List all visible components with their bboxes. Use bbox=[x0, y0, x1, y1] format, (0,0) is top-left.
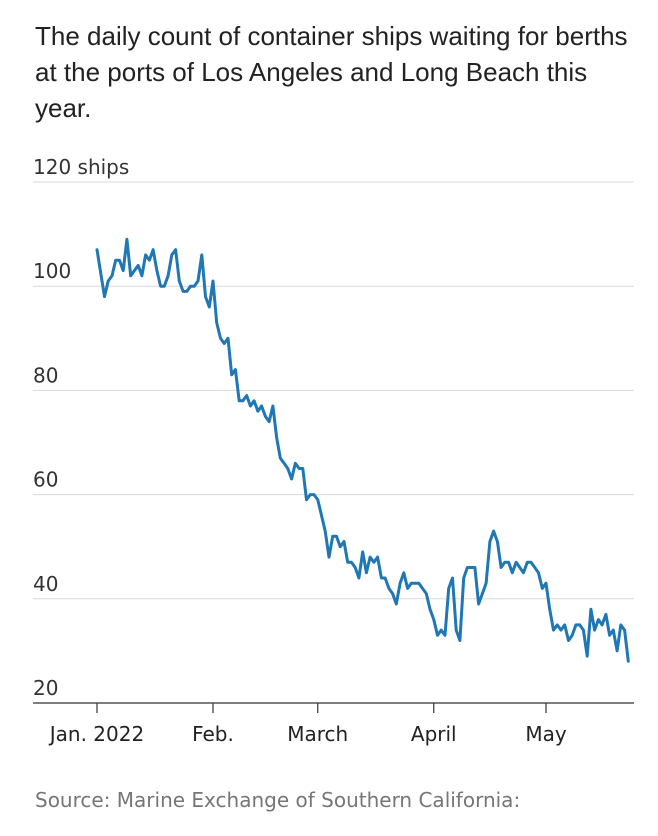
source-note: Source: Marine Exchange of Southern Cali… bbox=[35, 788, 521, 812]
y-tick-label: 60 bbox=[33, 468, 58, 492]
x-tick-label: April bbox=[411, 722, 457, 746]
y-tick-label: 20 bbox=[33, 676, 58, 700]
y-tick-label: 80 bbox=[33, 363, 58, 387]
x-tick-label: Feb. bbox=[192, 722, 234, 746]
gridlines bbox=[33, 181, 634, 704]
series-layer bbox=[95, 237, 630, 663]
x-tick-label: March bbox=[287, 722, 348, 746]
y-axis: 20 40 60 80 100 120 ships bbox=[33, 155, 129, 700]
x-axis: Jan. 2022 Feb. March April May bbox=[48, 703, 567, 746]
chart-title: The daily count of container ships waiti… bbox=[35, 21, 628, 123]
y-tick-label: 120 ships bbox=[33, 155, 129, 179]
x-tick-label: Jan. 2022 bbox=[48, 722, 144, 746]
series-line bbox=[95, 237, 630, 663]
y-tick-label: 40 bbox=[33, 572, 58, 596]
x-tick-label: May bbox=[525, 722, 567, 746]
y-tick-label: 100 bbox=[33, 259, 71, 283]
